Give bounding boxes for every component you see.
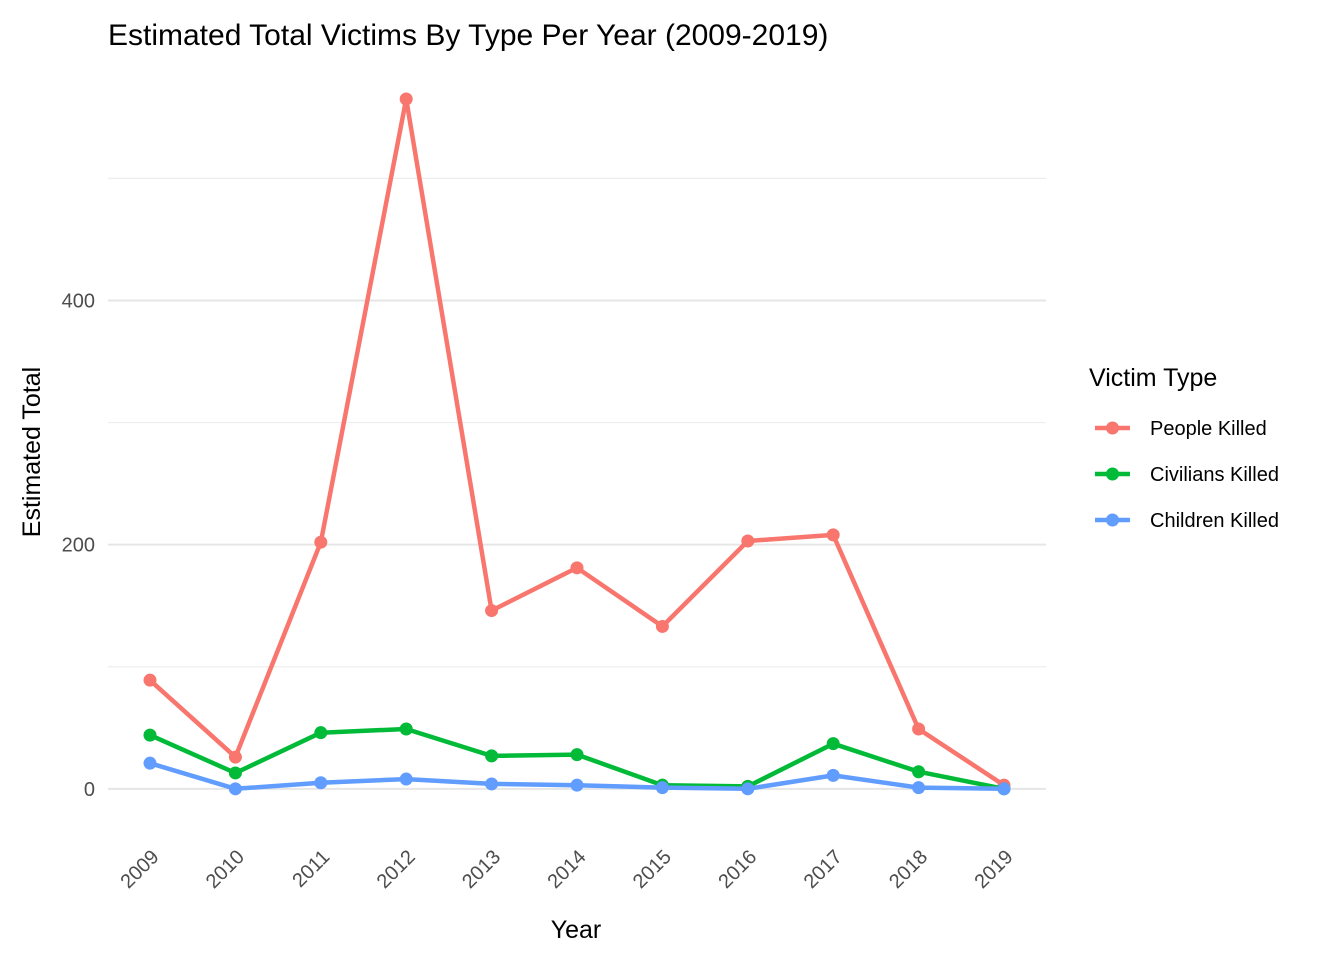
data-point xyxy=(912,765,926,779)
y-tick-label: 200 xyxy=(62,535,95,557)
legend-title: Victim Type xyxy=(1089,364,1217,392)
data-point xyxy=(570,778,584,792)
y-axis-ticks: 0 200 400 xyxy=(62,290,95,800)
data-point xyxy=(228,782,242,796)
chart-title: Estimated Total Victims By Type Per Year… xyxy=(108,19,828,52)
legend-item: People Killed xyxy=(1095,418,1267,440)
y-axis-title: Estimated Total xyxy=(18,367,46,537)
data-point xyxy=(485,604,499,618)
x-tick-label: 2013 xyxy=(458,846,505,893)
data-point xyxy=(314,726,328,740)
legend: Victim Type People Killed Civilians Kille… xyxy=(1089,364,1279,532)
data-point xyxy=(655,781,669,795)
series-line xyxy=(147,96,1007,788)
data-point xyxy=(570,561,584,575)
data-point xyxy=(912,781,926,795)
data-point xyxy=(570,748,584,762)
legend-item: Children Killed xyxy=(1095,510,1279,532)
legend-point-swatch xyxy=(1106,467,1119,481)
legend-label: Children Killed xyxy=(1150,510,1279,532)
data-point xyxy=(228,750,242,764)
data-point xyxy=(655,619,669,633)
data-point xyxy=(143,673,157,687)
plot-area xyxy=(143,92,1011,796)
data-point xyxy=(314,535,328,549)
data-point xyxy=(826,768,840,782)
data-point xyxy=(741,782,755,796)
legend-label: Civilians Killed xyxy=(1150,464,1279,486)
data-point xyxy=(143,756,157,770)
data-point xyxy=(399,772,413,786)
data-point xyxy=(228,766,242,780)
x-tick-label: 2011 xyxy=(288,846,334,892)
legend-point-swatch xyxy=(1106,421,1119,435)
x-tick-label: 2018 xyxy=(885,846,932,893)
legend-point-swatch xyxy=(1106,513,1119,527)
data-point xyxy=(912,722,926,736)
series-people-killed xyxy=(143,92,1011,792)
data-point xyxy=(485,777,499,791)
series-children-killed xyxy=(143,756,1011,796)
x-tick-label: 2017 xyxy=(800,846,847,893)
y-tick-label: 400 xyxy=(62,290,95,312)
x-axis-ticks: 2009 2010 2011 2012 2013 2014 2015 2016 2017 2018… xyxy=(117,846,1018,893)
data-point xyxy=(826,737,840,751)
legend-item: Civilians Killed xyxy=(1095,464,1279,486)
data-point xyxy=(485,749,499,763)
x-tick-label: 2016 xyxy=(714,846,761,893)
data-point xyxy=(741,534,755,548)
x-tick-label: 2012 xyxy=(373,846,420,893)
data-point xyxy=(314,776,328,790)
x-tick-label: 2009 xyxy=(117,846,164,893)
y-tick-label: 0 xyxy=(84,779,95,801)
series-civilians-killed xyxy=(143,722,1011,796)
data-point xyxy=(399,92,413,106)
x-tick-label: 2014 xyxy=(544,846,591,893)
x-tick-label: 2010 xyxy=(202,846,249,893)
x-tick-label: 2015 xyxy=(629,846,676,893)
x-tick-label: 2019 xyxy=(971,846,1018,893)
legend-label: People Killed xyxy=(1150,418,1267,440)
data-point xyxy=(826,528,840,542)
data-point xyxy=(143,728,157,742)
x-axis-title: Year xyxy=(551,916,602,944)
data-point xyxy=(997,782,1011,796)
data-point xyxy=(399,722,413,736)
